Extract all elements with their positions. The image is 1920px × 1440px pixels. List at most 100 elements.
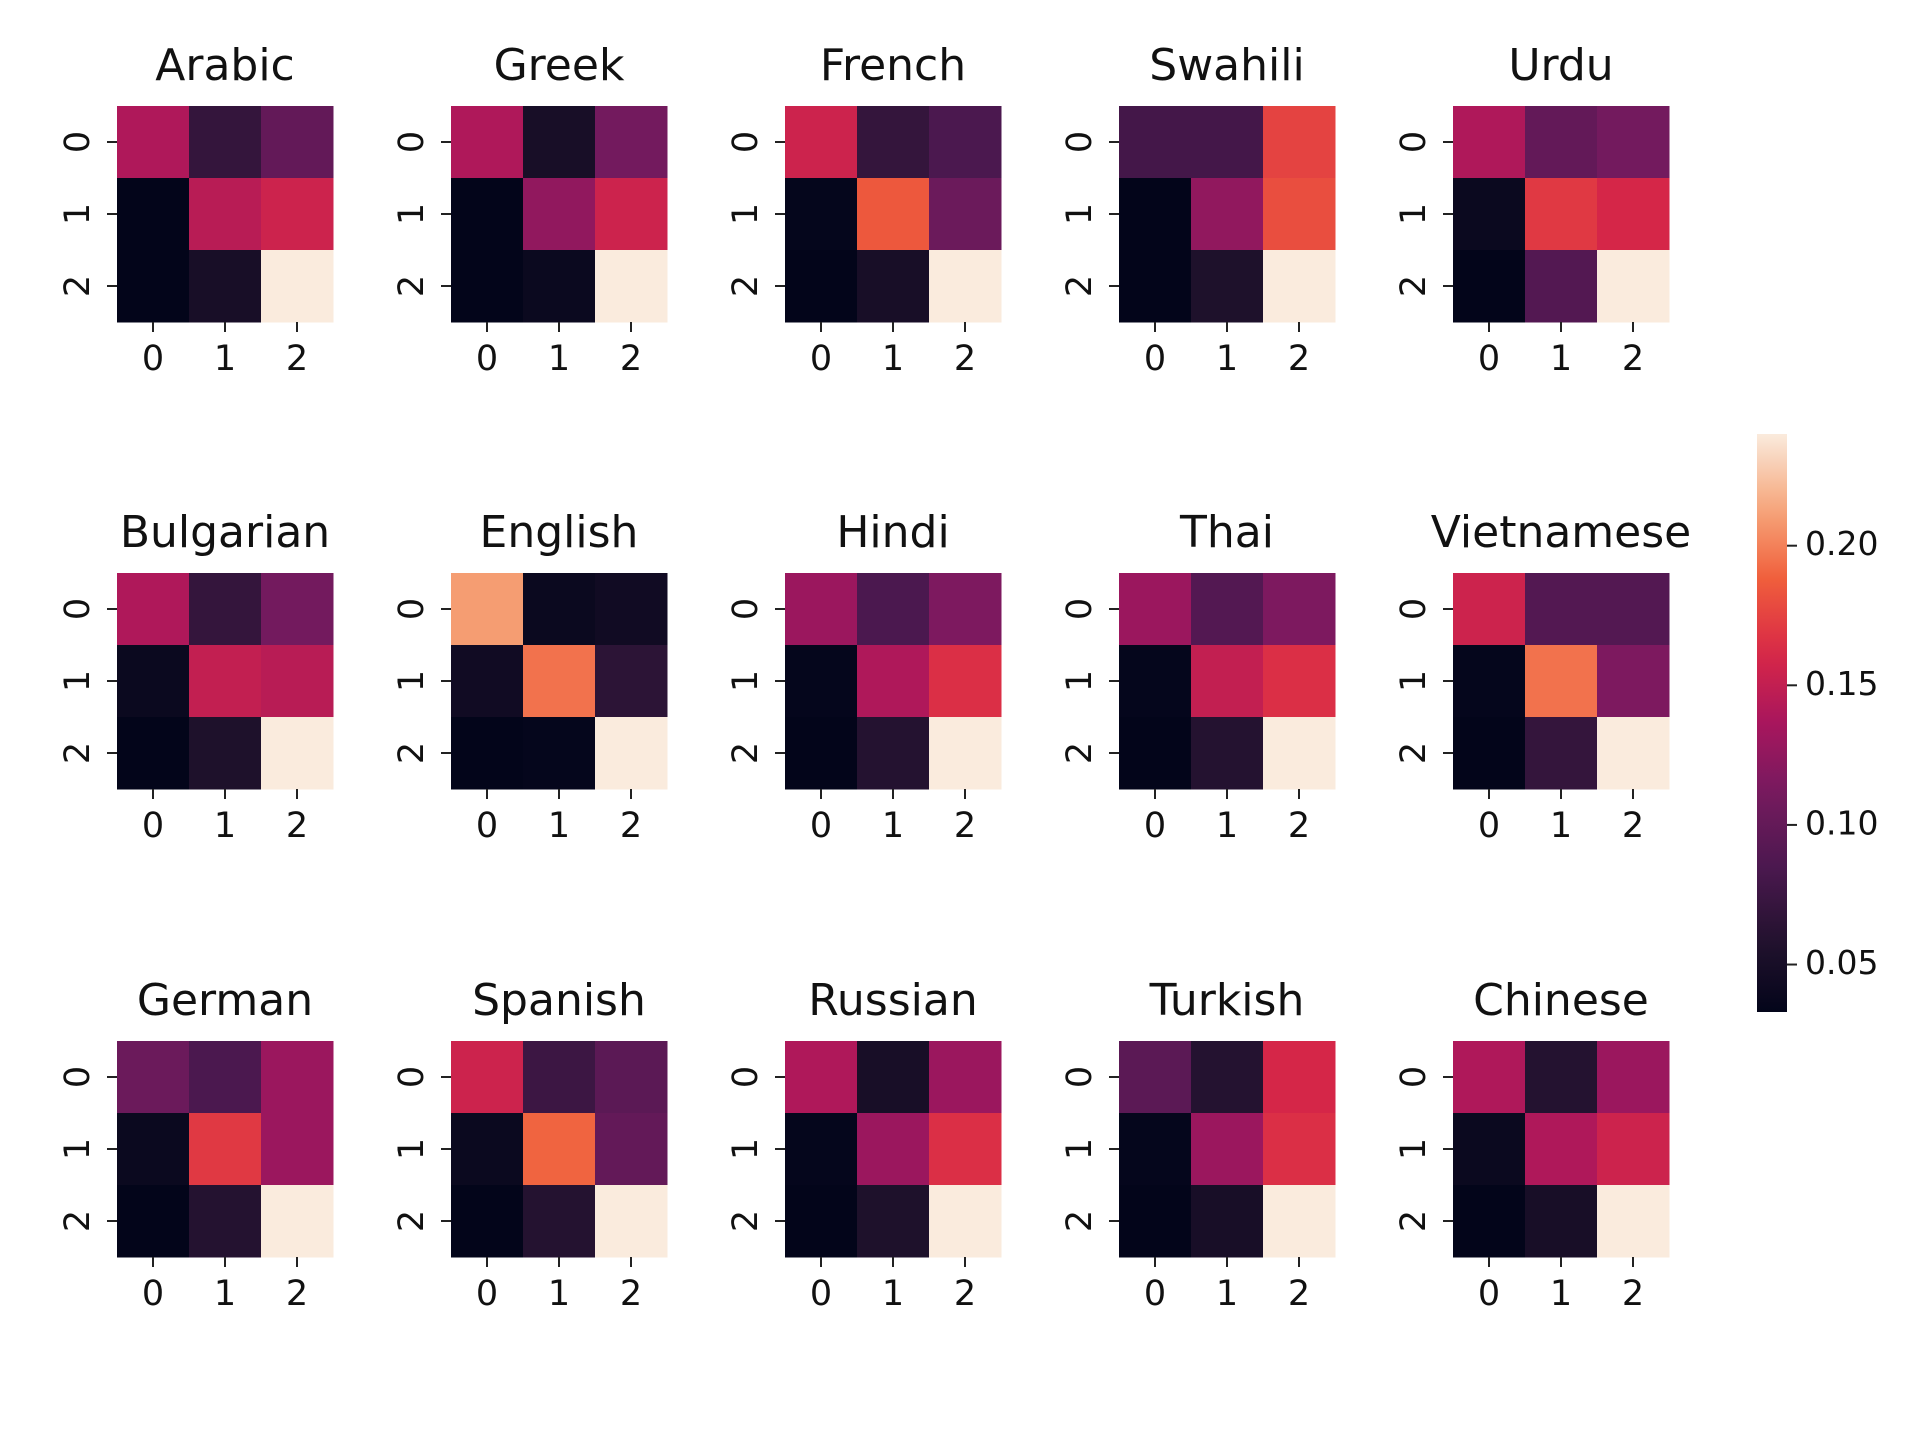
heatmap-cell	[1525, 1185, 1598, 1258]
x-tick-label: 0	[142, 806, 164, 846]
y-tick-label: 2	[58, 742, 98, 764]
x-tick-label: 1	[548, 806, 570, 846]
heatmap-cell	[595, 250, 668, 323]
x-tick-label: 2	[286, 806, 308, 846]
heatmap-cell	[1525, 106, 1598, 179]
x-tick-label: 0	[1478, 339, 1500, 379]
heatmap-cell	[857, 250, 930, 323]
heatmap-cell	[1263, 1113, 1336, 1186]
x-tick-label: 2	[954, 806, 976, 846]
heatmap-panel: Urdu 0 1 2 0 1 2	[1394, 40, 1670, 379]
y-tick-label: 1	[1060, 203, 1100, 225]
heatmap-panel: Bulgarian 0 1 2 0 1 2	[58, 507, 334, 846]
y-tick-label: 1	[58, 670, 98, 692]
y-tick-label: 0	[726, 598, 766, 620]
heatmap-cell	[451, 1113, 524, 1186]
heatmap-cell	[1263, 717, 1336, 790]
heatmap-cell	[261, 573, 334, 646]
heatmap-cell	[929, 106, 1002, 179]
x-tick-label: 2	[1288, 806, 1310, 846]
heatmap-cell	[117, 1113, 190, 1186]
heatmap-cell	[1263, 573, 1336, 646]
x-tick-label: 1	[1216, 806, 1238, 846]
heatmap-cell	[595, 573, 668, 646]
y-tick-label: 2	[1394, 1210, 1434, 1232]
heatmap-cell	[929, 717, 1002, 790]
x-tick-label: 1	[214, 1274, 236, 1314]
heatmap-cell	[117, 178, 190, 251]
heatmap-cell	[451, 178, 524, 251]
heatmap-cell	[523, 1185, 596, 1258]
heatmap-panel: Spanish 0 1 2 0 1 2	[392, 975, 668, 1314]
y-tick-label: 2	[1060, 1210, 1100, 1232]
heatmap-cell	[1525, 1041, 1598, 1114]
x-tick-label: 0	[476, 1274, 498, 1314]
y-tick-label: 1	[726, 203, 766, 225]
x-tick-label: 1	[214, 339, 236, 379]
heatmap-cell	[1597, 1041, 1670, 1114]
y-tick-label: 2	[1394, 275, 1434, 297]
heatmap-cell	[857, 106, 930, 179]
x-tick-label: 1	[882, 1274, 904, 1314]
y-tick-label: 0	[1394, 131, 1434, 153]
heatmap-cell	[1453, 573, 1526, 646]
heatmap-cell	[785, 645, 858, 718]
colorbar: 0.05 0.10 0.15 0.20	[1757, 434, 1878, 1012]
heatmap-cell	[261, 1113, 334, 1186]
heatmap-cell	[117, 106, 190, 179]
heatmap-cell	[785, 1185, 858, 1258]
heatmap-panel: Greek 0 1 2 0 1 2	[392, 40, 668, 379]
heatmap-cell	[1263, 106, 1336, 179]
y-tick-label: 1	[726, 670, 766, 692]
x-tick-label: 0	[1478, 1274, 1500, 1314]
heatmap-cell	[1263, 1041, 1336, 1114]
heatmap-cell	[1525, 573, 1598, 646]
x-tick-label: 0	[476, 339, 498, 379]
heatmap-cell	[523, 178, 596, 251]
y-tick-label: 0	[726, 131, 766, 153]
heatmap-cell	[857, 178, 930, 251]
heatmap-cell	[595, 1185, 668, 1258]
y-tick-label: 1	[392, 1138, 432, 1160]
y-tick-label: 2	[726, 1210, 766, 1232]
panel-title: Spanish	[472, 975, 646, 1026]
y-tick-label: 0	[58, 598, 98, 620]
x-tick-label: 1	[1550, 1274, 1572, 1314]
panel-title: Chinese	[1473, 975, 1649, 1026]
heatmap-cell	[1119, 106, 1192, 179]
heatmap-cell	[1263, 250, 1336, 323]
x-tick-label: 2	[286, 339, 308, 379]
heatmap-cell	[1453, 717, 1526, 790]
heatmap-cell	[857, 717, 930, 790]
heatmap-cell	[1597, 645, 1670, 718]
heatmap-cell	[1191, 106, 1264, 179]
panel-title: German	[137, 975, 313, 1026]
heatmap-cell	[117, 573, 190, 646]
heatmap-cell	[1263, 1185, 1336, 1258]
x-tick-label: 0	[1144, 339, 1166, 379]
y-tick-label: 2	[1060, 742, 1100, 764]
heatmap-cell	[451, 1185, 524, 1258]
x-tick-label: 2	[954, 1274, 976, 1314]
heatmap-cell	[451, 717, 524, 790]
heatmap-cell	[929, 178, 1002, 251]
heatmap-cell	[1525, 250, 1598, 323]
x-tick-label: 0	[142, 339, 164, 379]
heatmap-cell	[1191, 1041, 1264, 1114]
heatmap-cell	[1263, 178, 1336, 251]
heatmap-cell	[261, 1185, 334, 1258]
y-tick-label: 2	[392, 275, 432, 297]
y-tick-label: 1	[1394, 203, 1434, 225]
x-tick-label: 1	[1216, 1274, 1238, 1314]
y-tick-label: 2	[58, 275, 98, 297]
heatmap-cell	[929, 573, 1002, 646]
heatmap-panel: German 0 1 2 0 1 2	[58, 975, 334, 1314]
heatmap-cell	[1525, 717, 1598, 790]
y-tick-label: 2	[1060, 275, 1100, 297]
x-tick-label: 1	[548, 1274, 570, 1314]
heatmap-cell	[929, 645, 1002, 718]
heatmap-cell	[785, 250, 858, 323]
panel-title: Russian	[808, 975, 977, 1026]
heatmap-cell	[1525, 178, 1598, 251]
